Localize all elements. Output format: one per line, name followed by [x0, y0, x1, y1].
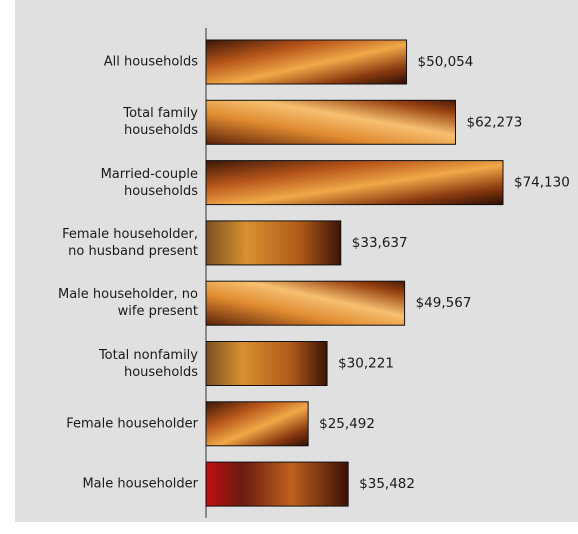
bar: [205, 341, 328, 386]
category-label: Total family households: [123, 106, 198, 139]
category-label: Total nonfamily households: [98, 347, 198, 380]
bar: [205, 220, 342, 266]
value-label: $33,637: [352, 235, 408, 251]
bar: [205, 461, 349, 507]
value-label: $74,130: [514, 175, 570, 191]
value-label: $35,482: [359, 476, 415, 492]
category-label: Male householder: [82, 476, 198, 492]
bar: [205, 39, 408, 85]
bar: [205, 160, 504, 206]
category-label: Married-couple households: [100, 166, 198, 199]
bar: [205, 401, 309, 447]
category-label: Female householder, no husband present: [62, 226, 198, 259]
category-label: Male householder, no wife present: [58, 287, 198, 320]
value-label: $49,567: [416, 295, 472, 311]
bar: [205, 280, 406, 326]
category-label: All households: [103, 54, 198, 70]
value-label: $30,221: [338, 356, 394, 372]
category-label: Female householder: [66, 416, 198, 432]
value-label: $62,273: [466, 114, 522, 130]
value-label: $25,492: [319, 416, 375, 432]
bar: [205, 99, 456, 145]
value-label: $50,054: [418, 54, 474, 70]
